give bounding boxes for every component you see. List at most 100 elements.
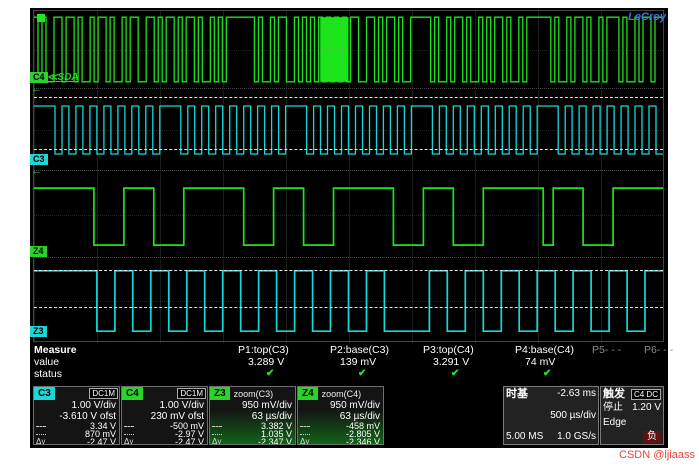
zoom-source: zoom(C3) [233,388,274,399]
channel-id-chip: Z3 [210,387,230,400]
descriptor-header: Z4 zoom(C4) [298,387,383,400]
cursor1-icon [210,425,227,427]
vertical-offset: -3.610 V ofst [59,411,116,422]
timebase-box[interactable]: 时基 -2.63 ms 500 µs/div 5.00 MS 1.0 GS/s [503,386,599,445]
measure-label: Measure [34,344,77,356]
channel-descriptor-c3[interactable]: C3 DC1M 1.00 V/div -3.610 V ofst 3.34 V … [33,386,120,445]
channel-tag-c3[interactable]: C3 [30,154,48,165]
measure-name: P3:top(C4) [423,344,474,356]
cursor2-icon [298,433,315,435]
measure-p4[interactable]: P4:base(C4) 74 mV ✔ [515,344,607,380]
coupling-badge: DC1M [89,388,118,399]
cursor-line-z3-mid[interactable] [34,306,663,308]
cursor-line-c3-base[interactable] [34,149,663,151]
descriptor-header: C3 DC1M [34,387,119,400]
measure-value: 74 mV [525,356,556,368]
timebase-scale: 500 µs/div [550,409,596,421]
measure-p2[interactable]: P2:base(C3) 139 mV ✔ [330,344,422,380]
sda-arrows-icon: ≪ [47,72,58,83]
status-check-icon: ✔ [451,368,460,379]
cursor1-icon [298,425,315,427]
trigger-state: 停止 [603,402,623,414]
csdn-watermark: CSDN @ljiaass [619,449,695,461]
delta-y-label: Δy [124,437,134,445]
delta-y-label: Δy [212,437,222,445]
measure-value: 3.289 V [248,356,285,368]
vertical-scale: 950 mV/div [329,400,380,411]
vertical-scale: 1.00 V/div [159,400,204,411]
measure-status-label: status [34,368,63,380]
channel-tag-c4[interactable]: C4 [30,72,48,83]
cursor1-value: 3.382 V [260,421,292,431]
waveform-grid [33,10,664,343]
horizontal-scale: 63 µs/div [251,411,292,422]
delta-y-value: -2.346 V [345,437,380,445]
delta-y-value: -2.47 V [174,437,204,445]
status-check-icon: ✔ [266,368,275,379]
cursor2-value: -2.805 V [345,429,380,439]
channel-descriptor-c4[interactable]: C4 DC1M 1.00 V/div 230 mV ofst -500 mV -… [121,386,208,445]
c4-trace [34,16,663,83]
cursor1-icon [122,425,139,427]
trigger-slope: 负 [643,430,661,443]
z3-trace [34,269,663,333]
measure-name: P1:top(C3) [238,344,289,356]
cursor2-icon [122,433,139,435]
descriptor-header: Z3 zoom(C3) [210,387,295,400]
status-check-icon: ✔ [543,368,552,379]
timebase-label: 时基 [506,388,528,400]
channel-id-chip: Z4 [298,387,318,400]
timebase-delay: -2.63 ms [557,388,596,399]
c3-offset-arrow-icon[interactable]: ← [31,165,42,177]
vertical-scale: 1.00 V/div [71,400,116,411]
measure-p6[interactable]: P6- - - [644,344,699,356]
trigger-type: Edge [603,416,627,428]
descriptor-header: C4 DC1M [122,387,207,400]
trigger-label: 触发 [603,388,625,400]
vertical-scale: 950 mV/div [241,400,292,411]
zoom-descriptor-z3[interactable]: Z3 zoom(C3) 950 mV/div 63 µs/div 3.382 V… [209,386,296,445]
cursor2-value: 1.035 V [260,429,292,439]
delta-y-value: -2.47 V [86,437,116,445]
measure-p1[interactable]: P1:top(C3) 3.289 V ✔ [238,344,330,380]
trigger-level: 1.20 V [632,402,661,414]
lecroy-logo: LeCroy [628,11,666,23]
measure-name: P2:base(C3) [330,344,389,356]
zoom-source: zoom(C4) [321,388,362,399]
cursor1-value: -500 mV [169,421,204,431]
waveform-panel-c3 [34,90,663,171]
measure-name: P4:base(C4) [515,344,574,356]
trigger-position-marker[interactable] [37,14,45,22]
delta-y-label: Δy [36,437,46,445]
channel-id-chip: C3 [34,387,55,400]
channel-id-chip: C4 [122,387,143,400]
zoom-descriptor-z4[interactable]: Z4 zoom(C4) 950 mV/div 63 µs/div -458 mV… [297,386,384,445]
measure-name: P6- - - [644,344,674,356]
trigger-box[interactable]: 触发 C4 DC 停止 1.20 V Edge 负 [600,386,664,445]
measure-value-label: value [34,356,60,368]
sda-bus-label: ≪SDA [47,72,79,83]
delta-y-label: Δy [300,437,310,445]
c4-offset-arrow-icon[interactable]: ← [31,83,42,95]
waveform-panel-z4 [34,172,663,258]
sample-count: 5.00 MS [506,431,544,442]
cursor1-value: -458 mV [345,421,380,431]
channel-tag-z3[interactable]: Z3 [30,326,47,337]
horizontal-scale: 63 µs/div [339,411,380,422]
cursor2-value: 870 mV [84,429,116,439]
cursor1-value: 3.34 V [89,421,116,431]
cursor-line-z3-top[interactable] [34,269,663,271]
delta-y-value: -2.347 V [257,437,292,445]
waveform-panel-z3 [34,259,663,343]
measure-value: 3.291 V [433,356,470,368]
measure-value: 139 mV [340,356,377,368]
cursor1-icon [34,425,51,427]
measure-p3[interactable]: P3:top(C4) 3.291 V ✔ [423,344,515,380]
vertical-offset: 230 mV ofst [150,411,204,422]
c3-trace [34,105,663,155]
channel-tag-z4[interactable]: Z4 [30,246,47,257]
coupling-badge: DC1M [177,388,206,399]
cursor-line-c3-top[interactable] [34,97,663,99]
measure-p5[interactable]: P5- - - [592,344,684,356]
